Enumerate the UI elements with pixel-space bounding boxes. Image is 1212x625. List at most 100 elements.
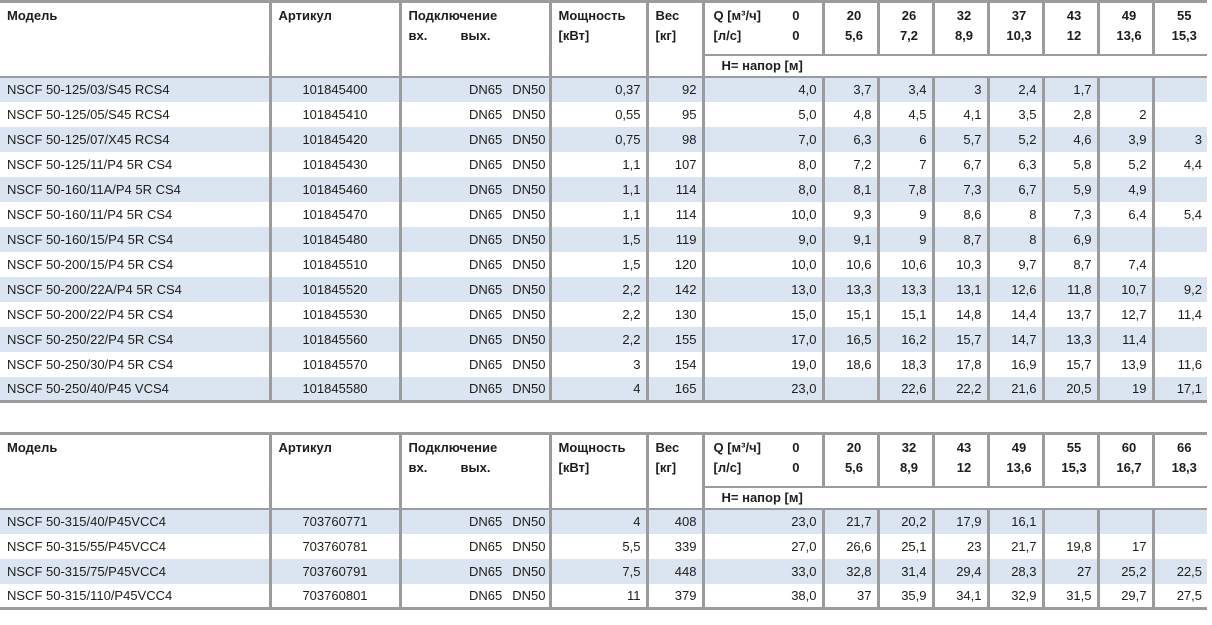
inlet-value: DN65	[469, 306, 503, 322]
article-cell: 703760791	[270, 558, 402, 584]
q-m3h-value: 20	[846, 440, 862, 455]
table-row: NSCF 50-125/03/S45 RCS4 101845400 DN65 DN50…	[0, 76, 1207, 102]
weight-cell: 379	[647, 583, 705, 609]
head-value-cell	[1153, 509, 1207, 534]
outlet-value: DN50	[512, 106, 546, 122]
flow-m3h-label: Q [м³/ч]	[713, 440, 762, 455]
head-value-cell: 16,1	[988, 508, 1045, 534]
power-cell: 2,2	[550, 276, 649, 302]
head-value-cell: 17,8	[933, 351, 990, 377]
head-value-cell: 23,0	[703, 376, 825, 402]
flow-ls-zero: 0	[792, 460, 800, 476]
connection-cell: DN65 DN50	[400, 583, 552, 609]
table-row: NSCF 50-200/15/P4 5R CS4 101845510 DN65 DN5…	[0, 251, 1207, 277]
outlet-value: DN50	[512, 306, 546, 322]
head-value-cell: 6,3	[988, 151, 1045, 177]
head-value-cell	[1153, 252, 1207, 277]
inlet-label: вх.	[408, 460, 428, 476]
outlet-label: вых.	[460, 460, 491, 476]
inlet-value: DN65	[469, 106, 503, 122]
inlet-value: DN65	[469, 231, 503, 247]
head-value-cell	[1153, 177, 1207, 202]
q-flow-column-header: 60 16,7	[1098, 433, 1155, 488]
q-ls-value: 13,6	[1116, 28, 1142, 44]
connection-cell: DN65 DN50	[400, 376, 552, 402]
q-flow-column-header: 20 5,6	[823, 433, 880, 488]
inlet-value: DN65	[469, 82, 503, 97]
q-m3h-value: 55	[1177, 8, 1192, 23]
q-ls-value: 5,6	[844, 28, 864, 44]
weight-cell: 119	[647, 226, 705, 252]
head-value-cell: 8,7	[933, 226, 990, 252]
model-cell: NSCF 50-200/22A/P4 5R CS4	[0, 276, 272, 302]
weight-title: Вес	[655, 8, 680, 23]
head-value-cell: 13,3	[823, 276, 880, 302]
model-cell: NSCF 50-125/05/S45 RCS4	[0, 101, 272, 127]
head-value-cell: 4,6	[1043, 126, 1100, 152]
outlet-value: DN50	[512, 538, 546, 554]
head-value-cell: 10,6	[823, 251, 880, 277]
model-cell: NSCF 50-315/55/P45VCC4	[0, 533, 272, 559]
head-value-cell: 11,4	[1177, 306, 1202, 322]
head-value-cell: 13,9	[1098, 351, 1155, 377]
flow-ls-label: [л/с]	[713, 460, 742, 476]
head-value-cell: 10,3	[933, 251, 990, 277]
q-ls-value: 13,6	[1006, 460, 1032, 476]
column-header-weight: Вес [кг]	[647, 1, 705, 78]
connection-sublabels: вх. вых.	[409, 26, 544, 46]
inlet-value: DN65	[469, 587, 503, 603]
head-label: H= напор [м]	[703, 53, 1207, 78]
head-value-cell: 4,5	[878, 101, 935, 127]
head-value-cell: 19,8	[1043, 533, 1100, 559]
head-label: H= напор [м]	[703, 485, 1207, 510]
head-value-cell: 22,6	[878, 376, 935, 402]
head-value-cell: 3,9	[1098, 126, 1155, 152]
head-value-cell: 12,6	[988, 276, 1045, 302]
head-value-cell: 15,1	[878, 301, 935, 327]
weight-cell: 155	[647, 326, 705, 352]
article-cell: 101845420	[270, 126, 402, 152]
power-cell: 5,5	[550, 533, 649, 559]
q-m3h-value: 43	[1066, 8, 1082, 23]
head-value-cell	[1153, 227, 1207, 252]
power-cell: 2,2	[550, 326, 649, 352]
head-value-cell: 5,7	[933, 126, 990, 152]
head-value-cell	[1153, 327, 1207, 352]
head-value-cell: 2	[1098, 101, 1155, 127]
head-value-cell: 33,0	[703, 558, 825, 584]
head-value-cell	[1098, 226, 1155, 252]
power-cell: 1,5	[550, 251, 649, 277]
q-ls-value: 7,2	[899, 28, 919, 44]
table-row: NSCF 50-125/11/P4 5R CS4 101845430 DN65 DN5…	[0, 151, 1207, 177]
power-cell: 3	[550, 351, 649, 377]
head-value-cell: 28,3	[988, 558, 1045, 584]
power-unit: [кВт]	[558, 28, 590, 44]
head-value-cell: 31,5	[1043, 583, 1100, 609]
power-cell: 1,1	[550, 151, 649, 177]
table-row: NSCF 50-250/22/P4 5R CS4 101845560 DN65 DN5…	[0, 326, 1207, 352]
head-value-cell: 5,4	[1183, 206, 1202, 222]
model-cell: NSCF 50-250/40/P45 VCS4	[0, 376, 272, 402]
weight-cell: 165	[647, 376, 705, 402]
weight-cell: 114	[647, 201, 705, 227]
table-row: NSCF 50-315/110/P45VCC4 703760801 DN65 DN50…	[0, 583, 1207, 609]
head-value-cell: 15,7	[1043, 351, 1100, 377]
head-value-cell: 15,1	[823, 301, 880, 327]
head-value-cell: 27,0	[703, 533, 825, 559]
column-header-connection: Подключение вх. вых.	[400, 1, 552, 78]
inlet-value: DN65	[469, 156, 503, 172]
head-value-cell: 9	[878, 201, 935, 227]
article-cell: 101845460	[270, 176, 402, 202]
head-value-cell: 6,7	[988, 176, 1045, 202]
head-value-cell: 27,5	[1176, 587, 1202, 603]
table-row: NSCF 50-250/30/P4 5R CS4 101845570 DN65 DN5…	[0, 351, 1207, 377]
head-value-cell: 7,4	[1098, 251, 1155, 277]
flow-m3h-zero: 0	[792, 440, 800, 455]
head-value-cell	[823, 376, 880, 402]
q-flow-column-header: 32 8,9	[878, 433, 935, 488]
inlet-value: DN65	[469, 206, 503, 222]
article-cell: 101845580	[270, 376, 402, 402]
head-value-cell: 7	[878, 151, 935, 177]
article-cell: 101845470	[270, 201, 402, 227]
article-cell: 101845560	[270, 326, 402, 352]
